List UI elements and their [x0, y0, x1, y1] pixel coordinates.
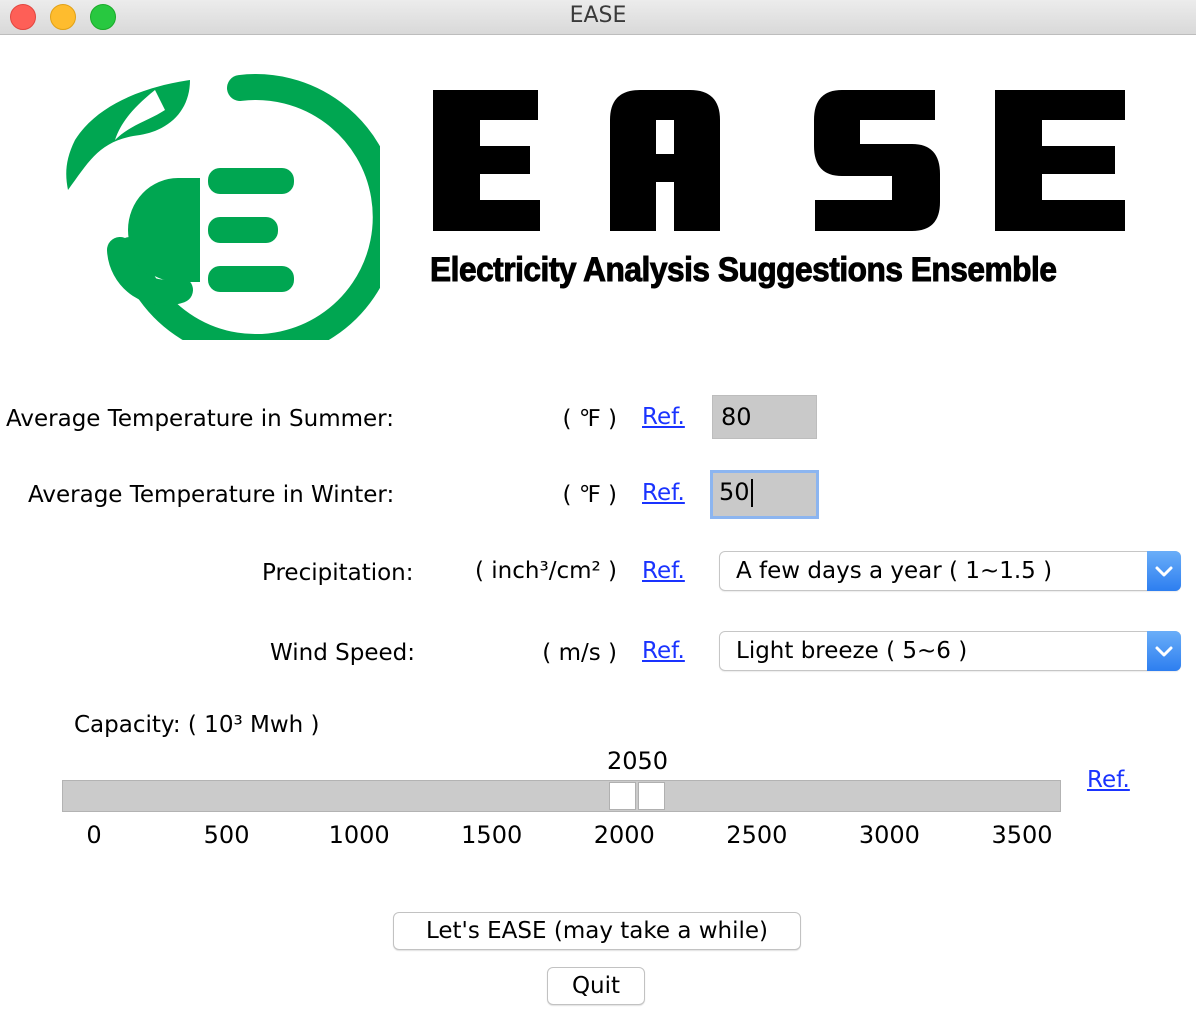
run-ease-button[interactable]: Let's EASE (may take a while): [393, 912, 801, 950]
chevron-down-icon[interactable]: [1147, 551, 1181, 591]
winter-temp-value: 50: [719, 478, 750, 506]
capacity-tick-label: 0: [86, 821, 102, 849]
precipitation-ref-link[interactable]: Ref.: [642, 558, 685, 584]
capacity-slider-track[interactable]: [62, 780, 1061, 812]
ease-wordmark: [433, 90, 1125, 231]
wind-speed-unit: ( m/s ): [542, 640, 617, 666]
summer-temp-input[interactable]: 80: [712, 395, 817, 439]
wind-speed-label: Wind Speed:: [270, 640, 415, 666]
capacity-tick-label: 1500: [461, 821, 523, 849]
winter-temp-unit: ( ℉ ): [562, 482, 617, 508]
wind-speed-selected-value: Light breeze ( 5~6 ): [736, 638, 968, 664]
summer-temp-label: Average Temperature in Summer:: [6, 406, 394, 432]
text-caret: [750, 479, 753, 507]
wind-speed-select[interactable]: Light breeze ( 5~6 ): [719, 631, 1181, 671]
summer-temp-unit: ( ℉ ): [562, 406, 617, 432]
winter-temp-ref-link[interactable]: Ref.: [642, 480, 685, 506]
precipitation-selected-value: A few days a year ( 1~1.5 ): [736, 558, 1053, 584]
window-title: EASE: [569, 3, 627, 28]
wind-speed-ref-link[interactable]: Ref.: [642, 638, 685, 664]
summer-temp-value: 80: [721, 403, 752, 431]
winter-temp-input[interactable]: 50: [710, 470, 819, 519]
capacity-label: Capacity: ( 10³ Mwh ): [74, 712, 320, 738]
capacity-tick-label: 3500: [991, 821, 1053, 849]
capacity-slider-thumb[interactable]: [608, 782, 667, 810]
capacity-ref-link[interactable]: Ref.: [1087, 767, 1130, 793]
precipitation-label: Precipitation:: [262, 560, 414, 586]
brand-subtitle: Electricity Analysis Suggestions Ensembl…: [430, 251, 1058, 290]
capacity-tick-label: 3000: [858, 821, 920, 849]
capacity-tick-label: 1000: [328, 821, 390, 849]
capacity-slider-value: 2050: [606, 747, 669, 775]
capacity-tick-label: 2000: [593, 821, 655, 849]
precipitation-unit: ( inch³/cm² ): [475, 558, 617, 584]
summer-temp-ref-link[interactable]: Ref.: [642, 404, 685, 430]
maximize-window-button[interactable]: [90, 4, 116, 30]
chevron-down-icon[interactable]: [1147, 631, 1181, 671]
window-titlebar: EASE: [0, 0, 1196, 35]
close-window-button[interactable]: [10, 4, 36, 30]
capacity-tick-label: 500: [203, 821, 250, 849]
precipitation-select[interactable]: A few days a year ( 1~1.5 ): [719, 551, 1181, 591]
quit-button[interactable]: Quit: [547, 967, 645, 1005]
winter-temp-label: Average Temperature in Winter:: [28, 482, 395, 508]
capacity-tick-label: 2500: [726, 821, 788, 849]
minimize-window-button[interactable]: [50, 4, 76, 30]
ease-leaf-plug-logo: [66, 74, 380, 340]
